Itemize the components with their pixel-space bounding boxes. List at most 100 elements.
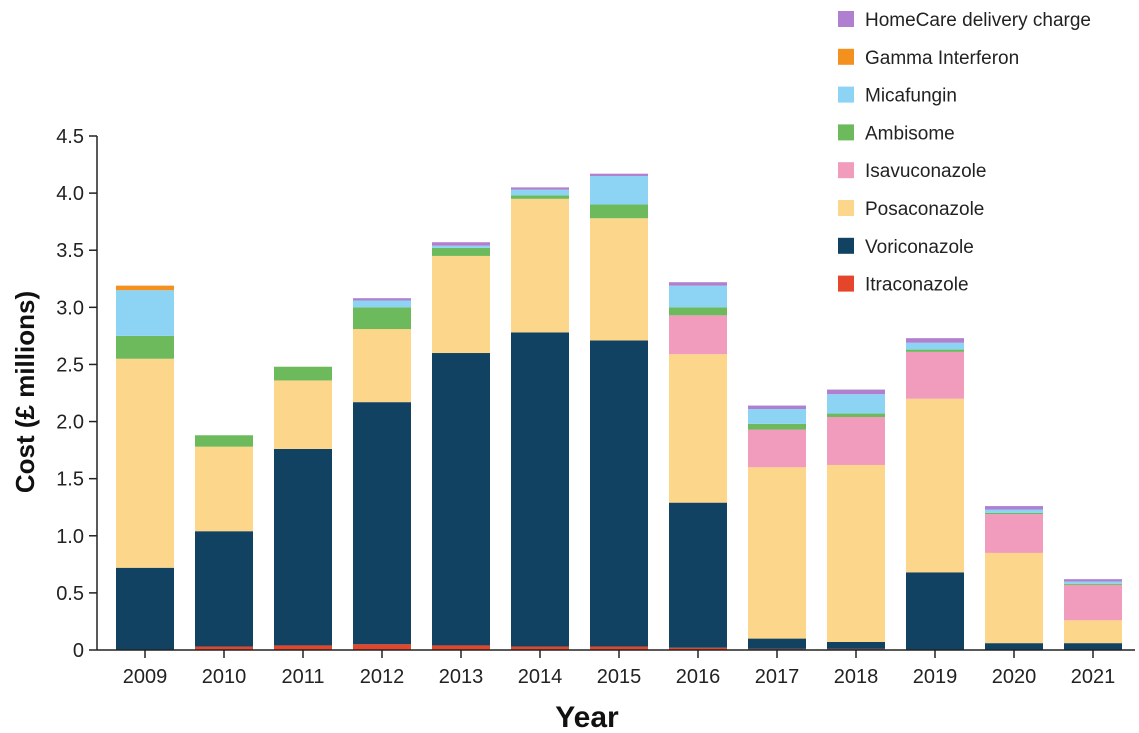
bar-segment-ambisome-2014 [511,195,569,199]
bar-segment-ambisome-2009 [116,335,174,359]
x-tick-label: 2021 [1071,666,1116,688]
x-tick-label: 2012 [360,666,405,688]
bar-segment-voriconazole-2021 [1064,643,1122,650]
y-ticks: 0 0.5 1.0 1.5 2.0 2.5 3.0 3.5 4.0 4.5 [56,126,97,662]
bar-segment-ambisome-2019 [906,349,964,352]
legend-label: HomeCare delivery charge [865,10,1091,31]
legend-label: Itraconazole [865,275,969,296]
bar-segment-homecare-delivery-charge-2017 [748,405,806,409]
bar-segment-voriconazole-2013 [432,353,490,646]
x-axis-title: Year [555,701,619,733]
x-tick-label: 2013 [439,666,484,688]
bar-segment-isavuconazole-2021 [1064,584,1122,621]
y-tick-label: 3.5 [56,240,84,262]
bar-segment-posaconazole-2013 [432,255,490,354]
y-tick-label: 1.5 [56,469,84,491]
bar-segment-voriconazole-2014 [511,332,569,647]
legend-label: Gamma Interferon [865,48,1019,69]
bar-segment-homecare-delivery-charge-2012 [353,298,411,301]
legend-label: Posaconazole [865,199,984,220]
bar-segment-voriconazole-2020 [985,643,1043,650]
bar-segment-homecare-delivery-charge-2013 [432,242,490,246]
bar-segment-voriconazole-2012 [353,402,411,645]
bar-segment-posaconazole-2011 [274,380,332,449]
bar-segment-posaconazole-2009 [116,358,174,568]
bar-segment-voriconazole-2009 [116,567,174,650]
bar-segment-isavuconazole-2017 [748,429,806,468]
x-tick-label: 2011 [281,666,324,688]
bar-segment-itraconazole-2012 [353,644,411,650]
bar-segment-ambisome-2021 [1064,583,1122,585]
legend-swatch [838,162,854,179]
bar-segment-voriconazole-2011 [274,448,332,646]
legend-label: Micafungin [865,86,957,107]
bar-segment-micafungin-2020 [985,509,1043,513]
y-tick-label: 1.0 [56,526,84,548]
bar-segment-posaconazole-2015 [590,218,648,341]
bar-segment-ambisome-2016 [669,307,727,316]
bars-layer [116,173,1122,650]
y-tick-label: 4.5 [56,126,84,148]
legend-swatch [838,200,854,216]
bar-segment-posaconazole-2016 [669,354,727,503]
bar-segment-homecare-delivery-charge-2021 [1064,579,1122,582]
bar-segment-micafungin-2009 [116,290,174,336]
x-tick-label: 2017 [755,666,800,688]
bar-segment-voriconazole-2018 [827,642,885,649]
y-axis-title: Cost (£ millions) [10,291,40,493]
y-tick-label: 3.0 [56,297,84,319]
bar-segment-isavuconazole-2019 [906,351,964,399]
bar-segment-itraconazole-2015 [590,646,648,650]
bar-segment-posaconazole-2019 [906,398,964,573]
x-tick-label: 2018 [834,666,879,688]
bar-segment-voriconazole-2016 [669,502,727,648]
legend-swatch [838,86,854,103]
bar-segment-itraconazole-2013 [432,645,490,650]
bar-segment-homecare-delivery-charge-2020 [985,506,1043,510]
bar-segment-posaconazole-2014 [511,198,569,333]
bar-segment-posaconazole-2021 [1064,620,1122,644]
x-tick-label: 2019 [913,666,958,688]
bar-segment-ambisome-2012 [353,307,411,330]
bar-segment-micafungin-2013 [432,245,490,248]
x-tick-label: 2015 [597,666,642,688]
bar-segment-voriconazole-2019 [906,572,964,650]
bar-segment-gamma-interferon-2009 [116,285,174,291]
bar-segment-micafungin-2021 [1064,581,1122,584]
y-tick-label: 2.5 [56,354,84,376]
x-tick-label: 2010 [202,666,247,688]
bar-segment-posaconazole-2020 [985,552,1043,644]
bar-segment-ambisome-2010 [195,435,253,447]
bar-segment-isavuconazole-2018 [827,416,885,465]
bar-segment-itraconazole-2016 [669,647,727,650]
bar-segment-isavuconazole-2016 [669,315,727,355]
bar-segment-micafungin-2018 [827,394,885,414]
x-tick-label: 2014 [518,666,563,688]
legend-swatch [838,48,854,65]
bar-segment-posaconazole-2018 [827,464,885,643]
x-ticks: 2009 2010 2011 2012 2013 2014 2015 2016 2017 2018… [123,650,1116,688]
bar-segment-isavuconazole-2020 [985,514,1043,553]
bar-segment-micafungin-2012 [353,300,411,308]
bar-segment-posaconazole-2012 [353,329,411,403]
bar-segment-micafungin-2014 [511,189,569,196]
bar-segment-voriconazole-2017 [748,638,806,649]
bar-segment-micafungin-2015 [590,175,648,205]
bar-segment-ambisome-2018 [827,413,885,417]
legend-label: Voriconazole [865,237,974,258]
bar-segment-micafungin-2019 [906,342,964,350]
bar-segment-ambisome-2011 [274,366,332,381]
x-tick-label: 2016 [676,666,721,688]
bar-segment-ambisome-2013 [432,247,490,256]
y-tick-label: 4.0 [56,183,84,205]
legend-label: Ambisome [865,123,955,144]
x-tick-label: 2020 [992,666,1037,688]
bar-segment-ambisome-2015 [590,204,648,219]
x-tick-label: 2009 [123,666,168,688]
legend-swatch [838,11,854,27]
y-tick-label: 0.5 [56,583,84,605]
bar-segment-micafungin-2016 [669,285,727,308]
bar-segment-posaconazole-2010 [195,446,253,532]
